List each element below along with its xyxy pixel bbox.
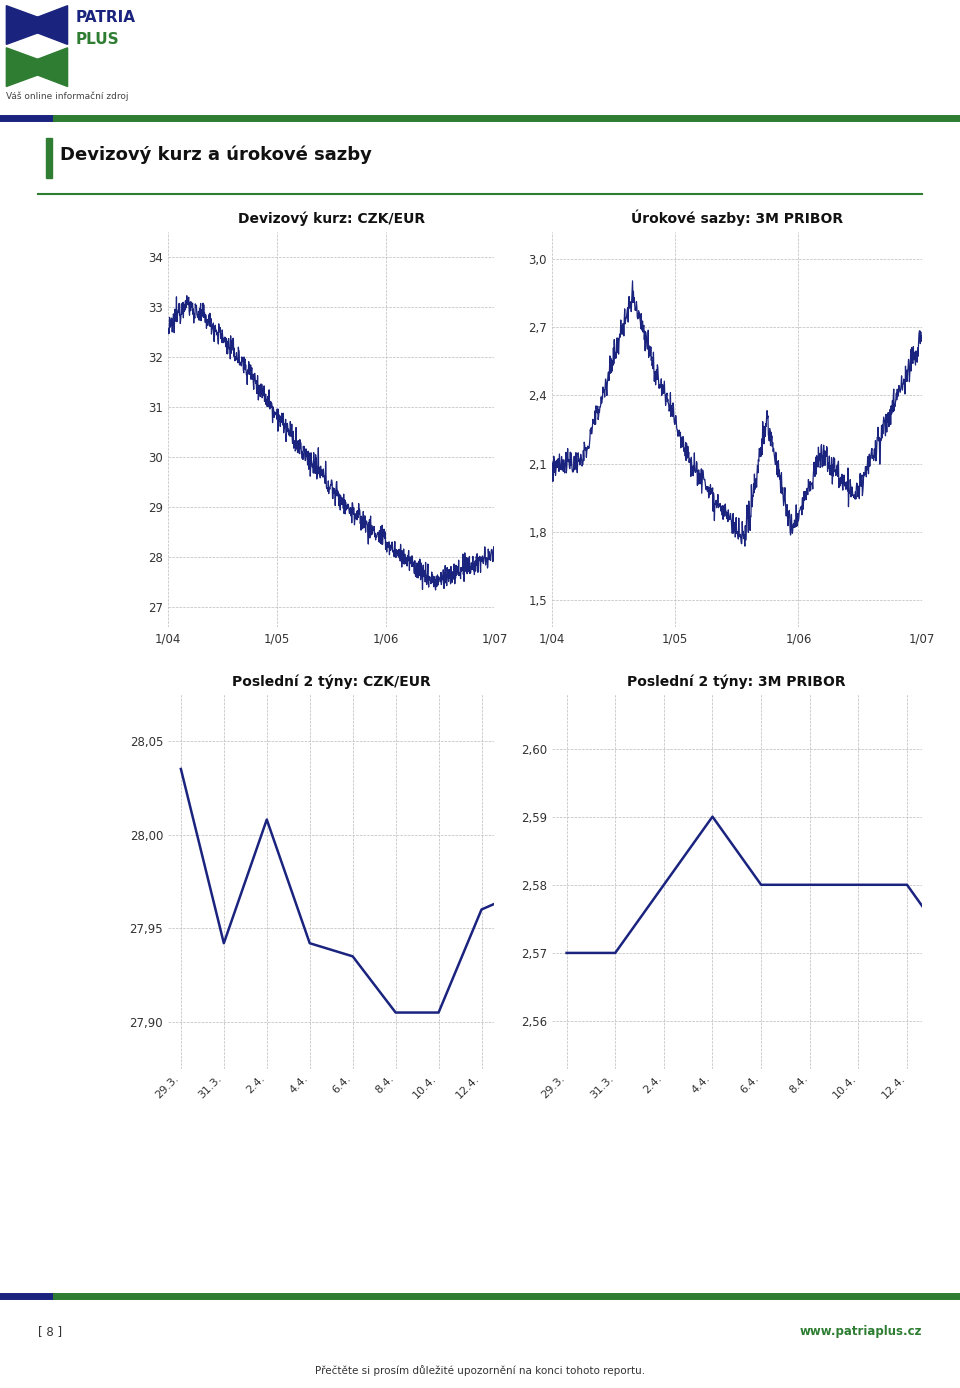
- Text: PLUS: PLUS: [76, 32, 120, 47]
- Text: Přečtěte si prosím důležité upozornění na konci tohoto reportu.: Přečtěte si prosím důležité upozornění n…: [315, 1364, 645, 1376]
- Text: Váš online informační zdroj: Váš online informační zdroj: [7, 92, 129, 101]
- Title: Devizový kurz: CZK/EUR: Devizový kurz: CZK/EUR: [238, 212, 424, 226]
- Polygon shape: [17, 47, 67, 86]
- Text: Devizový kurz a úrokové sazby: Devizový kurz a úrokové sazby: [60, 146, 372, 164]
- Text: [ 8 ]: [ 8 ]: [38, 1324, 62, 1338]
- Polygon shape: [17, 6, 67, 44]
- Title: Poslední 2 týny: 3M PRIBOR: Poslední 2 týny: 3M PRIBOR: [628, 675, 846, 688]
- Title: Úrokové sazby: 3M PRIBOR: Úrokové sazby: 3M PRIBOR: [631, 210, 843, 226]
- Polygon shape: [7, 47, 60, 86]
- Text: PATRIA: PATRIA: [76, 10, 136, 25]
- Title: Poslední 2 týny: CZK/EUR: Poslední 2 týny: CZK/EUR: [231, 675, 431, 688]
- Text: www.patriaplus.cz: www.patriaplus.cz: [799, 1324, 922, 1338]
- Polygon shape: [7, 6, 60, 44]
- FancyBboxPatch shape: [46, 139, 52, 178]
